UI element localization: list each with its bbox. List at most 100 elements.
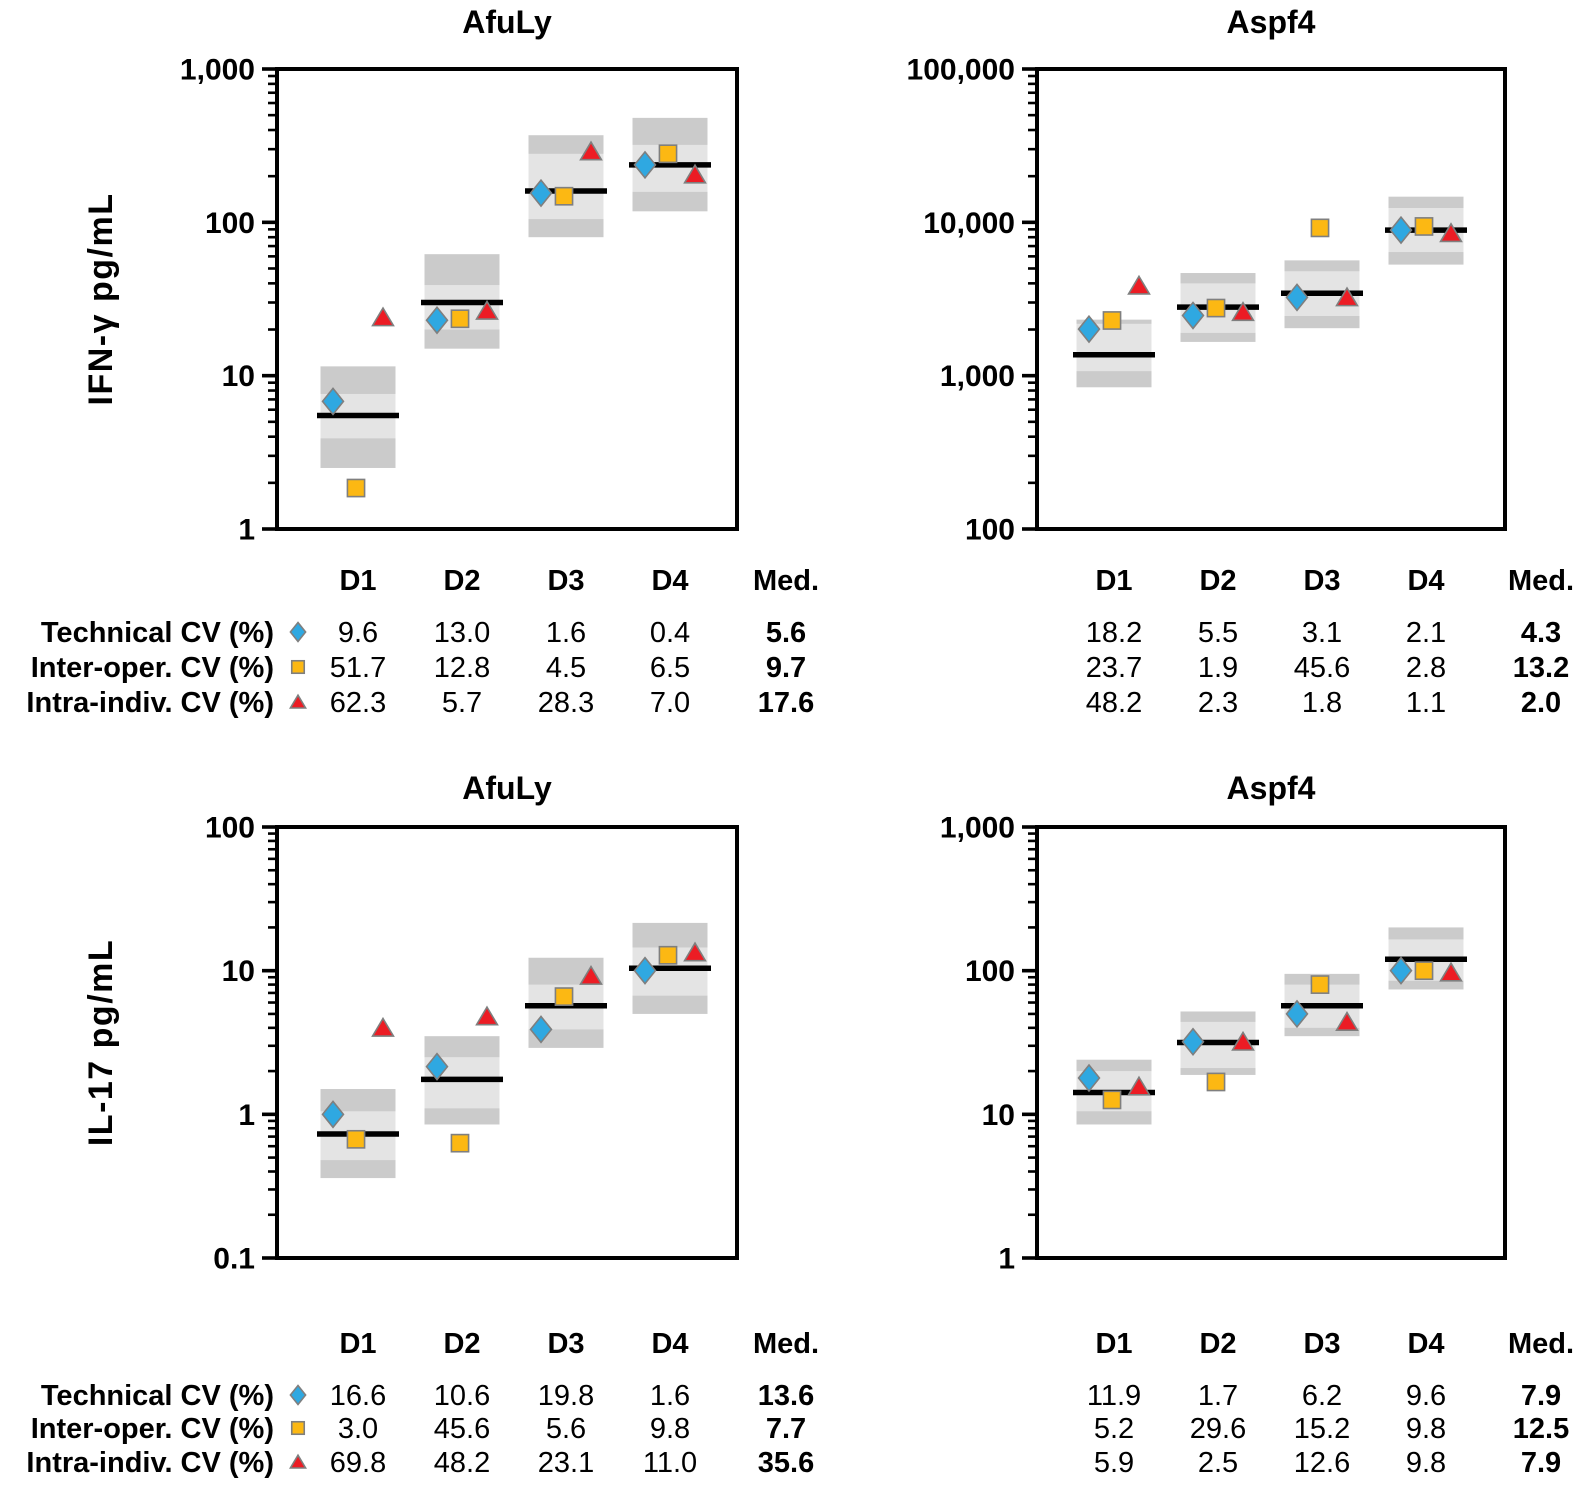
cv-value: 11.0 (643, 1447, 697, 1479)
table-header-d2: D2 (1199, 1328, 1236, 1360)
table-row-label: Intra-indiv. CV (%) (26, 687, 274, 719)
y-axis-title: IFN-γ pg/mL (82, 193, 120, 406)
intra-individual-cv-marker-triangle-icon (1335, 286, 1359, 307)
technical-cv-marker-diamond-icon (529, 1015, 553, 1044)
inter-operator-cv-marker-square-icon (658, 945, 678, 965)
technical-cv-marker-diamond-icon (1285, 999, 1309, 1029)
cv-table-ifng-afuly: D1 D2 D3 D4 Med. Technical CV (%) 9.6 13.0 1.6 0.… (26, 565, 819, 719)
y-axis: 1 10 100 1,000 (940, 812, 1037, 1276)
cv-value: 62.3 (330, 687, 386, 719)
legend-square-icon (290, 659, 306, 675)
table-header-med: Med. (753, 565, 819, 597)
intra-individual-cv-marker-triangle-icon (1439, 961, 1463, 982)
cv-value: 5.7 (442, 687, 482, 719)
cv-value: 9.8 (1406, 1413, 1446, 1445)
cv-value: 28.3 (538, 687, 594, 719)
y-axis: 0.1 1 10 100 (205, 812, 277, 1276)
cv-value: 5.5 (1198, 617, 1238, 649)
y-axis: 1 10 100 1,000 (180, 54, 277, 547)
cv-value: 2.3 (1198, 687, 1238, 719)
cv-median-value: 9.7 (766, 652, 806, 684)
cv-value: 6.5 (650, 652, 690, 684)
technical-cv-marker-diamond-icon (529, 178, 553, 208)
inter-operator-cv-marker-square-icon (1414, 217, 1434, 236)
technical-cv-marker-diamond-icon (1285, 283, 1309, 312)
intra-individual-cv-marker-triangle-icon (1335, 1010, 1359, 1031)
table-header-d3: D3 (547, 565, 584, 597)
table-header-d2: D2 (443, 565, 480, 597)
technical-cv-marker-diamond-icon (633, 956, 657, 985)
cv-value: 2.1 (1406, 617, 1446, 649)
table-header-d4: D4 (1407, 565, 1444, 597)
inter-operator-cv-marker-square-icon (1310, 975, 1330, 994)
cv-median-value: 7.9 (1521, 1447, 1561, 1479)
cv-value: 1.7 (1198, 1380, 1238, 1412)
cv-value: 5.2 (1094, 1413, 1134, 1445)
cv-value: 4.5 (546, 652, 586, 684)
table-row-label: Technical CV (%) (41, 617, 274, 649)
y-tick-label: 10 (222, 360, 255, 393)
y-axis-title: IL-17 pg/mL (82, 939, 120, 1146)
cv-value: 9.8 (1406, 1447, 1446, 1479)
table-header-d1: D1 (339, 565, 376, 597)
table-header-d1: D1 (1095, 1328, 1132, 1360)
legend-diamond-icon (289, 621, 307, 643)
cv-median-value: 7.7 (766, 1413, 806, 1445)
cv-value: 19.8 (538, 1380, 594, 1412)
table-row-label: Technical CV (%) (41, 1380, 274, 1412)
intra-individual-cv-marker-triangle-icon (475, 299, 499, 320)
cv-value: 51.7 (330, 652, 386, 684)
panel-ifng-aspf4: Aspf4 100 1,000 10,000 100,000 D1 D2 D3 D4 Med. 18… (907, 4, 1574, 719)
table-header-d3: D3 (1303, 565, 1340, 597)
cv-table-il17-aspf4: D1 D2 D3 D4 Med. 11.9 1.7 6.2 9.6 7.9 5.2 29.6 15.2 9… (1087, 1328, 1574, 1479)
technical-cv-marker-diamond-icon (1077, 314, 1101, 344)
cv-value: 7.0 (650, 687, 690, 719)
legend-triangle-icon (288, 693, 308, 709)
cv-value: 12.8 (434, 652, 490, 684)
cv-value: 0.4 (650, 617, 690, 649)
cv-value: 2.5 (1198, 1447, 1238, 1479)
cv-value: 1.6 (546, 617, 586, 649)
cv-value: 23.1 (538, 1447, 594, 1479)
y-tick-label: 100 (965, 955, 1015, 988)
table-header-d2: D2 (443, 1328, 480, 1360)
cv-value: 9.8 (650, 1413, 690, 1445)
intra-individual-cv-marker-triangle-icon (475, 1005, 499, 1026)
cv-median-value: 2.0 (1521, 687, 1561, 719)
y-tick-label: 1,000 (940, 812, 1015, 845)
cv-value: 5.6 (546, 1413, 586, 1445)
table-row-label: Intra-indiv. CV (%) (26, 1447, 274, 1479)
y-tick-label: 0.1 (213, 1243, 255, 1276)
inter-operator-cv-marker-square-icon (1206, 298, 1226, 318)
cv-median-value: 13.6 (758, 1380, 814, 1412)
cv-median-value: 7.9 (1521, 1380, 1561, 1412)
cv-value: 13.0 (434, 617, 490, 649)
intra-individual-cv-marker-triangle-icon (683, 163, 707, 184)
chart-title: AfuLy (462, 4, 552, 40)
table-header-d3: D3 (547, 1328, 584, 1360)
cv-value: 12.6 (1294, 1447, 1350, 1479)
cv-table-ifng-aspf4: D1 D2 D3 D4 Med. 18.2 5.5 3.1 2.1 4.3 23.7 1.9 45.6 2… (1086, 565, 1574, 719)
table-header-d2: D2 (1199, 565, 1236, 597)
inter-operator-cv-marker-square-icon (1102, 311, 1122, 330)
intra-individual-cv-marker-triangle-icon (1127, 274, 1151, 295)
plot-border (275, 825, 739, 1260)
inter-operator-cv-marker-square-icon (1102, 1090, 1122, 1110)
cv-value: 18.2 (1086, 617, 1142, 649)
technical-cv-marker-diamond-icon (425, 305, 449, 335)
intra-individual-cv-marker-triangle-icon (683, 941, 707, 962)
cv-median-value: 35.6 (758, 1447, 814, 1479)
cv-value: 1.9 (1198, 652, 1238, 684)
reference-boxes (317, 922, 711, 1179)
table-header-med: Med. (753, 1328, 819, 1360)
cv-value: 3.1 (1302, 617, 1342, 649)
intra-individual-cv-marker-triangle-icon (371, 306, 395, 327)
table-header-d4: D4 (651, 565, 688, 597)
cv-value: 2.8 (1406, 652, 1446, 684)
cv-value: 45.6 (1294, 652, 1350, 684)
table-header-d4: D4 (1407, 1328, 1444, 1360)
y-axis: 100 1,000 10,000 100,000 (907, 54, 1037, 547)
reference-boxes (1073, 196, 1467, 388)
table-header-d3: D3 (1303, 1328, 1340, 1360)
cv-value: 16.6 (330, 1380, 386, 1412)
